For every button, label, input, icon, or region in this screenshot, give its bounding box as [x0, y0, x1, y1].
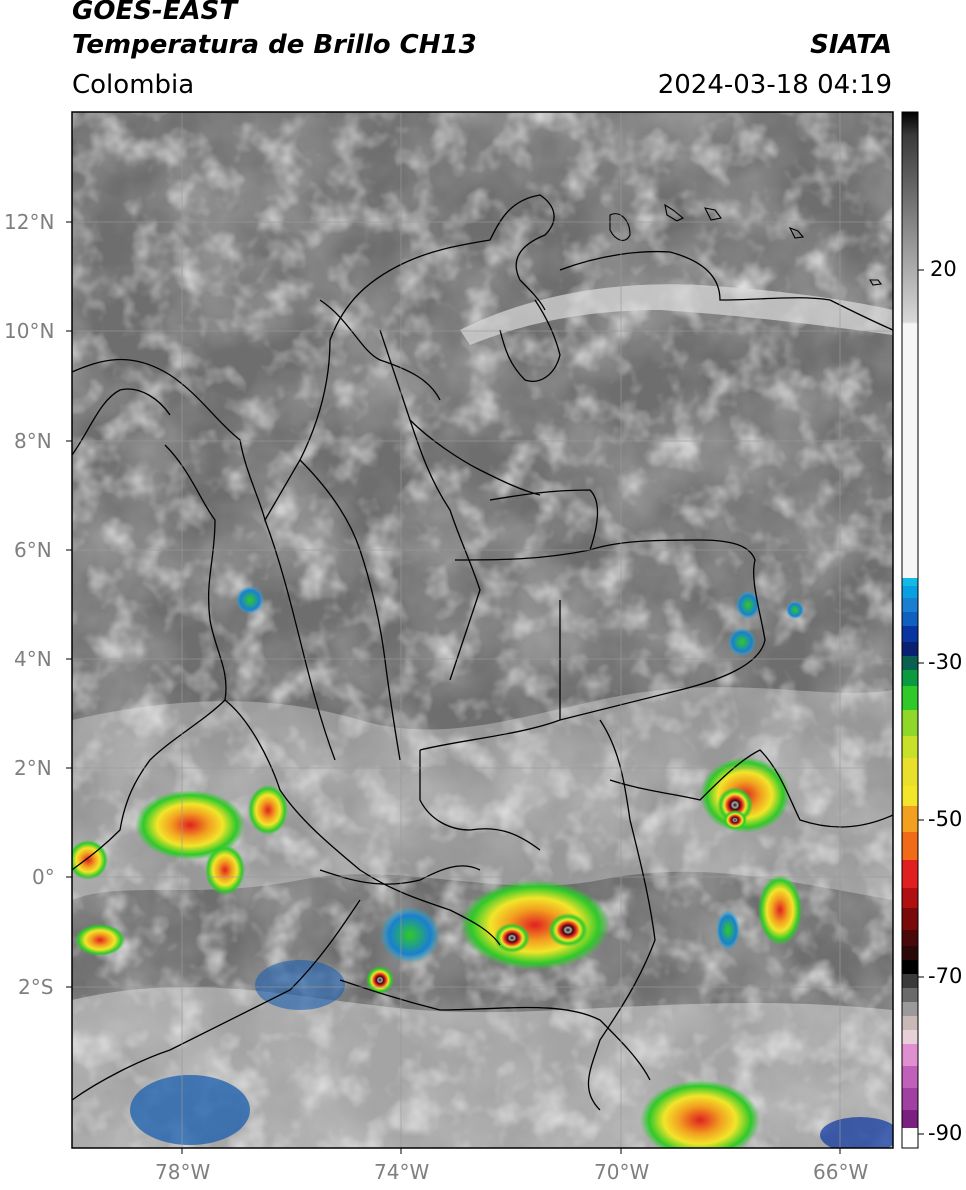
colorbar-label-20: 20 — [930, 257, 957, 281]
axis-ticks — [66, 221, 841, 1154]
coastlines-borders — [72, 194, 893, 1111]
convective-storms — [72, 586, 893, 1148]
graticule — [72, 112, 893, 1148]
lat-label-2s: 2°S — [18, 975, 54, 999]
colorbar-label-minus30: -30 — [928, 650, 963, 674]
product-title: Temperatura de Brillo CH13 — [72, 30, 477, 60]
map-frame — [71, 111, 894, 1149]
colorbar-label-minus50: -50 — [928, 807, 963, 831]
lon-label-78w: 78°W — [155, 1160, 211, 1184]
satellite-title: GOES-EAST — [72, 0, 238, 26]
lat-label-4n: 4°N — [14, 647, 52, 671]
lon-label-70w: 70°W — [594, 1160, 650, 1184]
lat-label-0: 0° — [32, 865, 55, 889]
lat-label-10n: 10°N — [4, 319, 55, 343]
lat-label-6n: 6°N — [14, 538, 52, 562]
colorbar-label-minus70: -70 — [928, 964, 963, 988]
lon-label-74w: 74°W — [374, 1160, 430, 1184]
islands — [609, 203, 883, 286]
colorbar — [901, 111, 924, 1149]
lat-label-12n: 12°N — [4, 210, 55, 234]
lat-label-8n: 8°N — [14, 429, 52, 453]
map-image — [72, 112, 893, 1148]
source-label: SIATA — [810, 30, 892, 60]
colorbar-label-minus90: -90 — [928, 1121, 963, 1145]
region-label: Colombia — [72, 70, 195, 100]
lon-label-66w: 66°W — [813, 1160, 869, 1184]
timestamp-label: 2024-03-18 04:19 — [657, 70, 892, 100]
lat-label-2n: 2°N — [14, 756, 52, 780]
